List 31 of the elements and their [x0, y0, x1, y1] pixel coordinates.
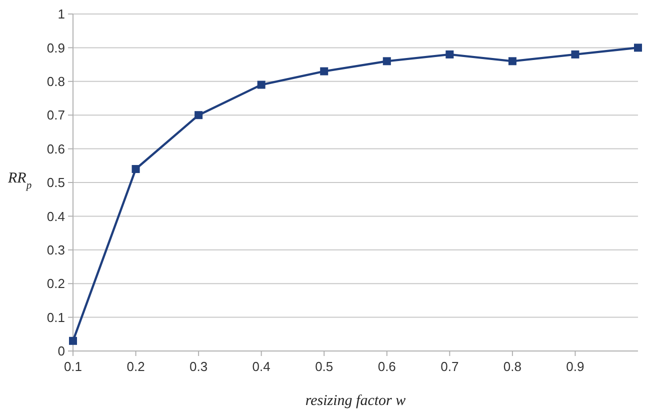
x-tick-label: 0.3 — [190, 359, 208, 374]
y-axis-title: RR$_{p}$ — [7, 170, 32, 191]
x-tick-label: 0.8 — [503, 359, 522, 374]
y-tick-label: 0.7 — [46, 108, 65, 123]
x-axis-title: resizing factor w — [305, 393, 406, 409]
point — [508, 57, 516, 66]
y-tick-label: 0.1 — [46, 310, 65, 325]
point — [571, 50, 580, 58]
y-tick-label: 0.8 — [46, 74, 65, 89]
x-tick-label: 0.4 — [252, 359, 270, 374]
y-tick-label: 0 — [58, 344, 65, 359]
point — [194, 111, 203, 120]
point — [320, 67, 328, 76]
point — [446, 50, 454, 58]
y-tick-label: 0.6 — [46, 141, 65, 156]
y-tick-label: 1 — [58, 6, 65, 22]
x-tick-label: 0.2 — [126, 359, 145, 374]
x-tick-label: 0.7 — [440, 359, 459, 374]
point — [257, 80, 266, 89]
y-tick-label: 0.2 — [46, 276, 65, 292]
y-tick-label: 0.5 — [46, 175, 65, 190]
point — [382, 57, 391, 66]
x-tick-label: 0.6 — [378, 359, 396, 374]
x-tick-label: 0.5 — [315, 359, 334, 374]
x-tick-label: 0.9 — [566, 359, 584, 374]
point — [69, 336, 77, 345]
y-tick-label: 0.9 — [46, 40, 65, 56]
y-tick-label: 0.4 — [46, 208, 65, 224]
point — [132, 165, 140, 174]
point — [634, 44, 642, 52]
y-tick-label: 0.3 — [46, 242, 65, 258]
